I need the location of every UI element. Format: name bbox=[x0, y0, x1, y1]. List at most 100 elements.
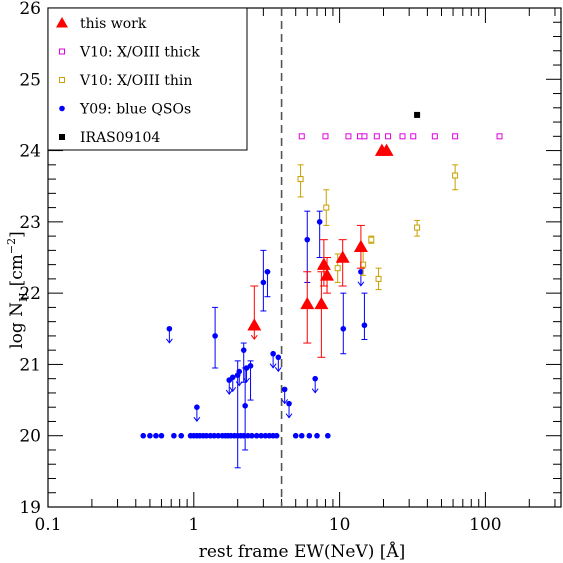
data-point bbox=[414, 111, 421, 118]
data-point bbox=[249, 432, 255, 439]
data-point bbox=[379, 143, 394, 156]
data-point bbox=[314, 296, 329, 310]
legend-marker bbox=[59, 134, 65, 140]
upper-limit-arrow-head bbox=[225, 389, 233, 395]
upper-limit-arrow-head bbox=[235, 381, 243, 387]
legend: this work V10: X/OIII thick V10: X/OIII th… bbox=[47, 7, 248, 151]
y-tick-label: 21 bbox=[19, 355, 41, 375]
data-point bbox=[335, 250, 350, 263]
data-point bbox=[320, 268, 335, 281]
upper-limit-arrow-head bbox=[274, 366, 282, 373]
upper-limit-arrow-head bbox=[193, 416, 201, 423]
upper-limit-arrow-head bbox=[229, 386, 237, 393]
data-point bbox=[358, 268, 364, 275]
upper-limit-arrow-head bbox=[281, 399, 289, 405]
data-point bbox=[247, 363, 254, 369]
data-point bbox=[399, 133, 406, 140]
data-point bbox=[298, 432, 305, 439]
data-point bbox=[240, 347, 247, 353]
data-point bbox=[314, 432, 320, 439]
data-point bbox=[385, 133, 392, 140]
data-point bbox=[242, 402, 248, 409]
upper-limit-arrow-head bbox=[165, 338, 173, 344]
data-point bbox=[312, 375, 318, 382]
x-axis-label: rest frame EW(NeV) [Å] bbox=[199, 541, 406, 562]
data-point bbox=[322, 133, 329, 140]
data-point bbox=[452, 172, 459, 179]
data-point bbox=[316, 257, 331, 270]
data-point bbox=[253, 432, 260, 439]
data-point bbox=[373, 133, 380, 140]
legend-label: V10: X/OIII thick bbox=[79, 45, 200, 61]
data-point bbox=[264, 268, 271, 275]
upper-limit-arrow-head bbox=[243, 377, 250, 383]
y-tick-label: 19 bbox=[19, 498, 41, 518]
plot-border bbox=[47, 7, 562, 508]
legend-marker bbox=[59, 48, 65, 55]
data-point bbox=[292, 432, 299, 439]
legend-box bbox=[47, 7, 248, 151]
data-point bbox=[325, 432, 331, 439]
data-point bbox=[300, 296, 315, 310]
data-point bbox=[316, 219, 323, 225]
data-point bbox=[258, 432, 265, 439]
legend-marker bbox=[59, 105, 65, 112]
data-point bbox=[323, 204, 330, 211]
data-point bbox=[140, 432, 147, 439]
data-point bbox=[496, 133, 503, 140]
y-axis-label-main: log N bbox=[7, 302, 27, 349]
data-point bbox=[212, 333, 218, 339]
data-point bbox=[194, 404, 200, 411]
y-tick-label: 20 bbox=[19, 427, 41, 447]
legend-marker bbox=[56, 17, 68, 28]
x-tick-label: 1 bbox=[188, 515, 199, 535]
legend-label: Y09: blue QSOs bbox=[79, 102, 191, 118]
data-point bbox=[262, 432, 269, 439]
data-point bbox=[153, 432, 159, 439]
y-axis-label-subscript: H bbox=[17, 292, 30, 302]
series-v10-x-oiii-thick bbox=[298, 133, 503, 140]
data-point bbox=[203, 432, 210, 439]
data-point bbox=[229, 374, 236, 381]
data-point bbox=[345, 133, 352, 140]
data-point bbox=[270, 350, 276, 357]
upper-limit-arrow-head bbox=[311, 388, 319, 394]
y-axis-label-close: ] bbox=[7, 231, 27, 238]
x-tick-label: 100 bbox=[469, 515, 501, 535]
y-tick-label: 25 bbox=[19, 70, 41, 90]
x-tick-label: 0.1 bbox=[34, 515, 61, 535]
data-point bbox=[215, 432, 221, 439]
data-point bbox=[361, 133, 368, 140]
data-point bbox=[286, 400, 292, 407]
series-y09-blue-qsos bbox=[140, 210, 368, 469]
data-point bbox=[275, 354, 282, 361]
y-axis-label: log NH [cm−2] bbox=[5, 231, 30, 349]
y-tick-label: 23 bbox=[19, 213, 41, 233]
data-point bbox=[236, 368, 243, 375]
y-tick-label: 22 bbox=[19, 284, 41, 304]
data-point bbox=[147, 432, 153, 439]
data-point bbox=[158, 432, 165, 439]
data-point bbox=[306, 432, 313, 439]
data-point bbox=[361, 322, 368, 329]
data-point bbox=[281, 386, 288, 393]
data-point bbox=[178, 432, 185, 439]
legend-marker bbox=[59, 77, 65, 83]
data-point bbox=[211, 432, 217, 439]
data-point bbox=[260, 279, 267, 286]
data-point bbox=[334, 265, 341, 272]
y-tick-label: 26 bbox=[19, 0, 41, 19]
data-point bbox=[410, 133, 417, 140]
y-axis-label-exponent: −2 bbox=[5, 238, 18, 254]
upper-limit-arrow-head bbox=[269, 363, 277, 369]
data-point bbox=[304, 236, 311, 243]
x-tick-label: 10 bbox=[329, 515, 351, 535]
plot-frame bbox=[47, 7, 562, 508]
data-point bbox=[375, 275, 382, 282]
data-point bbox=[340, 325, 347, 332]
y-axis-label-unit: [cm bbox=[7, 254, 27, 286]
upper-limit-arrow-head bbox=[357, 281, 365, 287]
data-point bbox=[298, 133, 305, 140]
upper-limit-arrow-head bbox=[285, 413, 293, 419]
